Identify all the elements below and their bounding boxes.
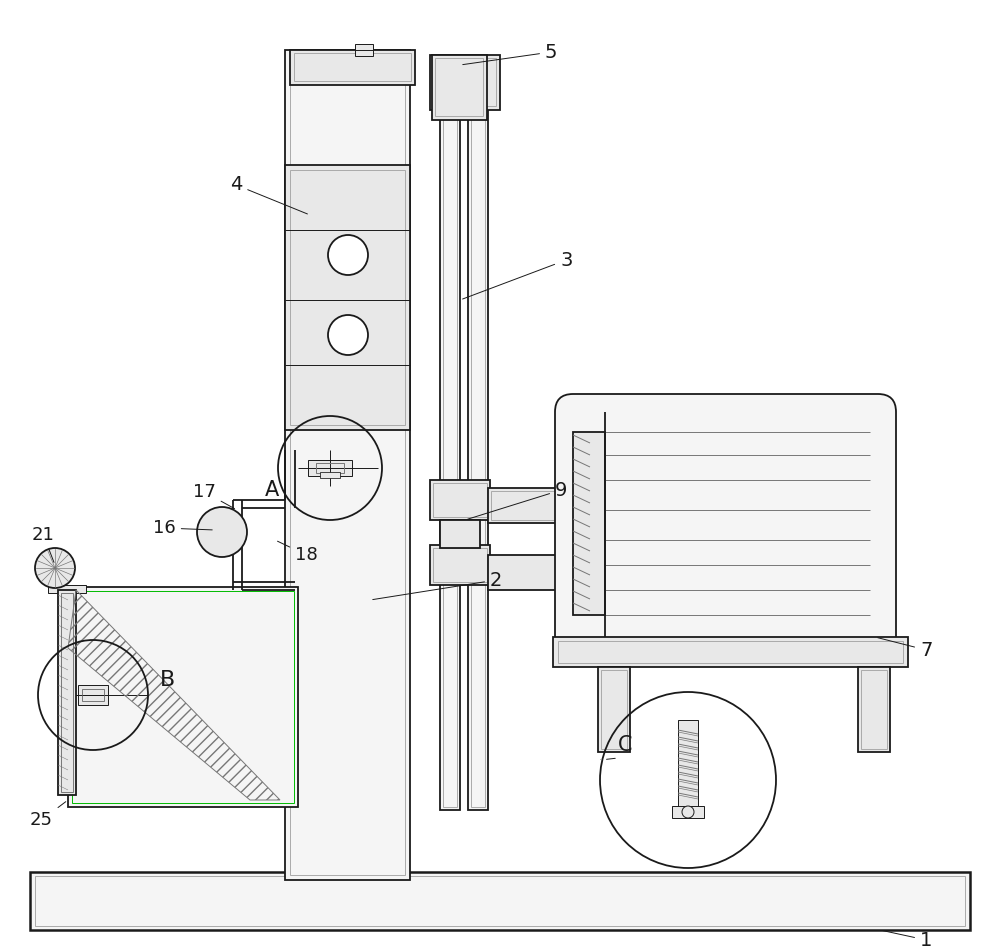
Bar [491, 491, 585, 520]
Bar [598, 667, 630, 752]
Bar [68, 587, 298, 807]
Text: 17: 17 [193, 483, 235, 509]
Bar [435, 58, 483, 116]
Circle shape [197, 507, 247, 557]
Text: 1: 1 [883, 930, 932, 949]
Bar [558, 641, 903, 663]
Text: 25: 25 [30, 802, 66, 829]
Text: 21: 21 [32, 526, 55, 562]
Bar [433, 548, 487, 582]
Bar [35, 876, 965, 926]
Bar [61, 593, 73, 792]
Text: 7: 7 [878, 638, 932, 659]
Text: C: C [618, 735, 633, 755]
Bar [285, 50, 410, 880]
Bar [58, 590, 76, 795]
Circle shape [328, 235, 368, 275]
Text: C: C [600, 758, 615, 761]
Bar [430, 545, 490, 585]
Bar [430, 480, 490, 520]
Bar [78, 685, 108, 705]
Bar [433, 483, 487, 517]
Bar [290, 170, 405, 425]
Bar [320, 472, 340, 478]
Bar [468, 80, 488, 810]
Bar [573, 432, 605, 615]
Bar [601, 670, 627, 749]
Bar [471, 83, 485, 807]
Text: B: B [160, 670, 175, 690]
Bar [290, 50, 415, 85]
Bar [355, 44, 373, 56]
Circle shape [328, 315, 368, 355]
Bar [82, 689, 104, 701]
Bar [294, 53, 411, 81]
Text: 2: 2 [373, 571, 502, 599]
Bar [858, 667, 890, 752]
Bar [290, 55, 405, 875]
Bar [30, 872, 970, 930]
Text: 5: 5 [463, 43, 558, 65]
Bar [440, 80, 460, 810]
Text: 16: 16 [153, 519, 212, 537]
Bar [308, 460, 352, 476]
Bar [861, 670, 887, 749]
Bar [443, 83, 457, 807]
Text: 3: 3 [463, 250, 572, 299]
Bar [488, 488, 588, 523]
Circle shape [35, 548, 75, 588]
Bar [48, 585, 86, 593]
Bar [553, 637, 908, 667]
Bar [434, 58, 496, 106]
Bar [440, 520, 480, 548]
Bar [432, 55, 487, 120]
Bar [488, 555, 588, 590]
Bar [72, 591, 294, 803]
Text: 18: 18 [278, 541, 318, 564]
Bar [285, 165, 410, 430]
Bar [430, 55, 500, 110]
Text: 9: 9 [468, 480, 567, 519]
Bar [672, 806, 704, 818]
FancyBboxPatch shape [555, 394, 896, 655]
Circle shape [682, 806, 694, 818]
Bar [678, 720, 698, 810]
Bar [316, 463, 344, 473]
Text: 4: 4 [230, 176, 307, 214]
Text: A: A [265, 480, 279, 500]
